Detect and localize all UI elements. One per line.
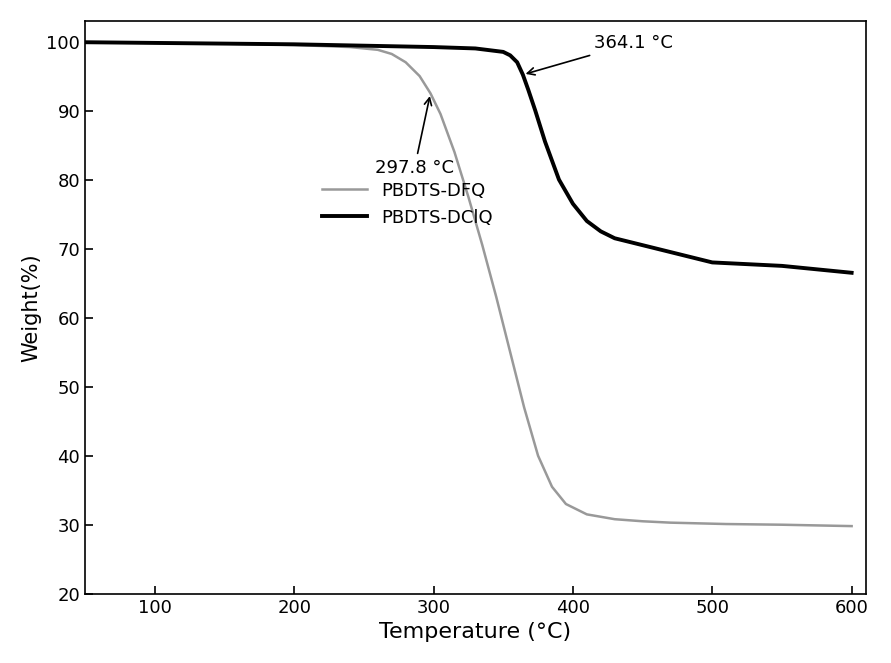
- PBDTS-DFQ: [846, 522, 857, 530]
- PBDTS-DClQ: [846, 269, 857, 276]
- PBDTS-DClQ: [530, 107, 541, 115]
- PBDTS-DFQ: [582, 511, 593, 518]
- PBDTS-DFQ: [219, 40, 230, 48]
- Text: 297.8 °C: 297.8 °C: [375, 98, 454, 177]
- PBDTS-DFQ: [777, 520, 788, 528]
- Y-axis label: Weight(%): Weight(%): [20, 253, 41, 361]
- PBDTS-DClQ: [429, 43, 439, 51]
- PBDTS-DClQ: [540, 138, 551, 146]
- PBDTS-DFQ: [150, 39, 160, 47]
- PBDTS-DFQ: [435, 110, 446, 118]
- PBDTS-DFQ: [519, 403, 529, 411]
- PBDTS-DFQ: [651, 518, 662, 526]
- PBDTS-DFQ: [560, 500, 571, 508]
- Legend: PBDTS-DFQ, PBDTS-DClQ: PBDTS-DFQ, PBDTS-DClQ: [313, 172, 502, 236]
- PBDTS-DClQ: [777, 262, 788, 270]
- PBDTS-DClQ: [609, 234, 620, 242]
- PBDTS-DClQ: [568, 200, 578, 208]
- PBDTS-DClQ: [80, 38, 91, 46]
- PBDTS-DFQ: [609, 515, 620, 523]
- PBDTS-DClQ: [665, 248, 675, 256]
- PBDTS-DFQ: [289, 41, 299, 49]
- PBDTS-DClQ: [707, 259, 717, 267]
- PBDTS-DFQ: [637, 517, 648, 525]
- PBDTS-DClQ: [219, 40, 230, 48]
- PBDTS-DFQ: [400, 58, 411, 66]
- PBDTS-DClQ: [289, 40, 299, 48]
- PBDTS-DFQ: [665, 518, 675, 526]
- Line: PBDTS-DFQ: PBDTS-DFQ: [86, 42, 852, 526]
- Text: 364.1 °C: 364.1 °C: [527, 34, 673, 75]
- PBDTS-DClQ: [150, 39, 160, 47]
- PBDTS-DClQ: [518, 71, 528, 79]
- PBDTS-DFQ: [721, 520, 732, 528]
- PBDTS-DClQ: [523, 86, 534, 94]
- PBDTS-DClQ: [693, 255, 704, 263]
- PBDTS-DClQ: [651, 245, 662, 253]
- PBDTS-DFQ: [372, 46, 383, 54]
- PBDTS-DFQ: [80, 38, 91, 46]
- PBDTS-DFQ: [491, 293, 502, 301]
- PBDTS-DClQ: [498, 48, 509, 56]
- PBDTS-DClQ: [358, 42, 369, 50]
- PBDTS-DFQ: [693, 519, 704, 527]
- PBDTS-DFQ: [463, 193, 474, 201]
- X-axis label: Temperature (°C): Temperature (°C): [380, 622, 571, 642]
- PBDTS-DFQ: [345, 43, 356, 51]
- PBDTS-DClQ: [582, 217, 593, 225]
- PBDTS-DClQ: [505, 51, 516, 59]
- PBDTS-DFQ: [387, 50, 397, 58]
- PBDTS-DClQ: [679, 251, 690, 259]
- PBDTS-DClQ: [470, 44, 480, 52]
- PBDTS-DFQ: [477, 241, 487, 249]
- PBDTS-DClQ: [595, 227, 606, 235]
- PBDTS-DClQ: [511, 58, 522, 66]
- PBDTS-DClQ: [637, 241, 648, 249]
- PBDTS-DClQ: [553, 176, 564, 184]
- PBDTS-DFQ: [414, 72, 425, 80]
- Line: PBDTS-DClQ: PBDTS-DClQ: [86, 42, 852, 272]
- PBDTS-DClQ: [624, 238, 634, 246]
- PBDTS-DFQ: [505, 348, 516, 356]
- PBDTS-DFQ: [425, 90, 436, 97]
- PBDTS-DFQ: [547, 483, 558, 491]
- PBDTS-DFQ: [533, 452, 544, 459]
- PBDTS-DFQ: [449, 148, 460, 156]
